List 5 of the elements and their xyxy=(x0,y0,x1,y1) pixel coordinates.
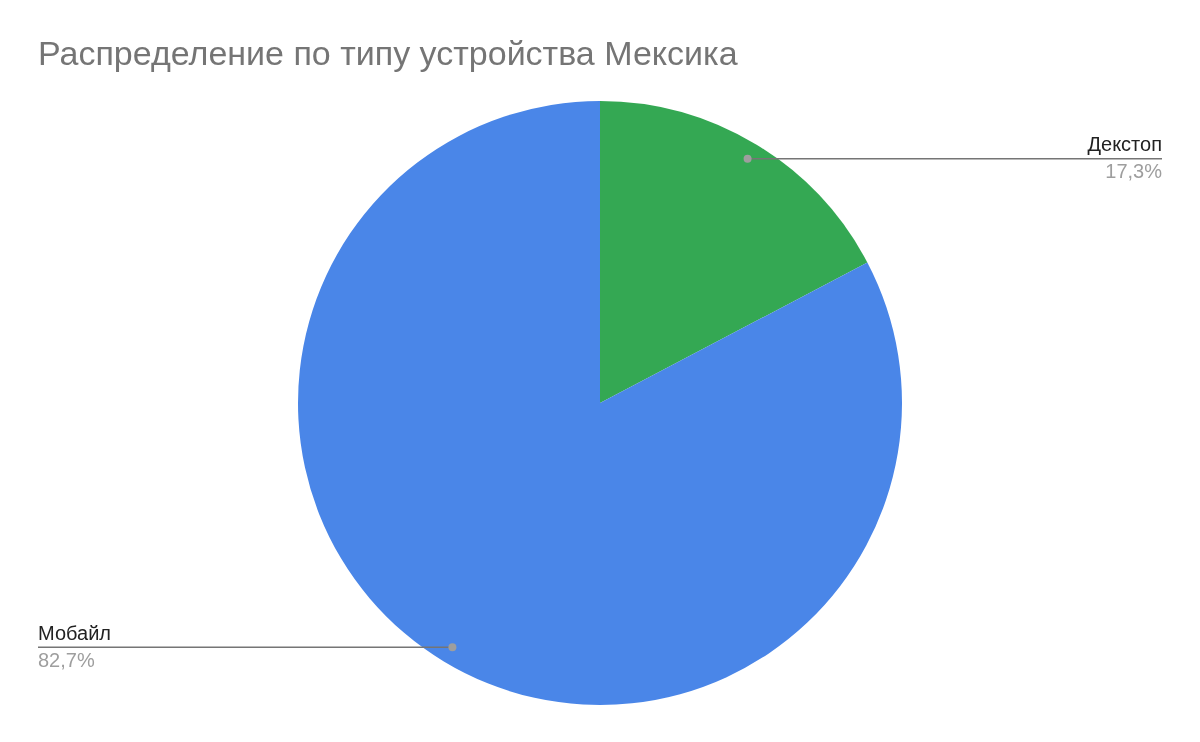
slice-label: Мобайл xyxy=(38,621,111,644)
data-label: 17,3% xyxy=(1105,160,1163,183)
data-label: 82,7% xyxy=(38,648,95,671)
slice-label: Декстоп xyxy=(1087,133,1162,156)
chart-title: Распределение по типу устройства Мексика xyxy=(38,34,738,73)
